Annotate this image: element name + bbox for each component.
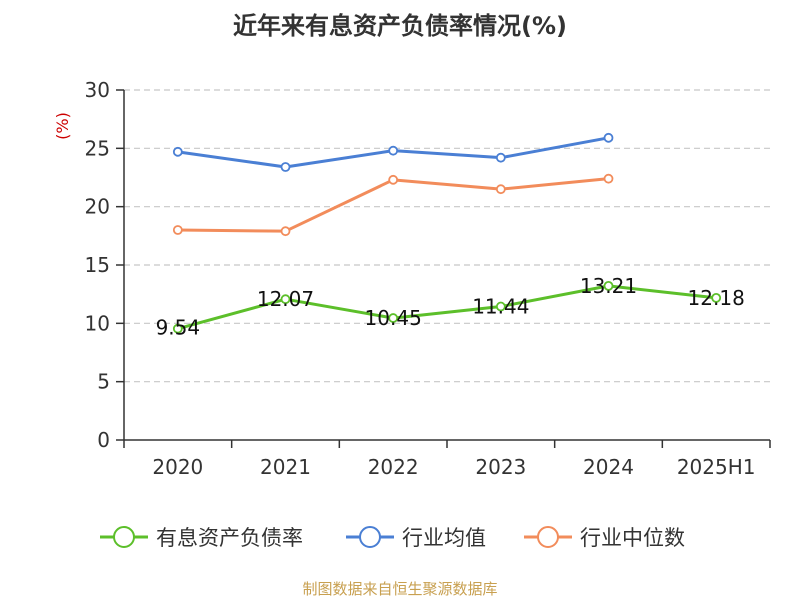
data-label: 13.21 bbox=[580, 274, 637, 298]
data-point bbox=[280, 226, 291, 237]
legend-label: 行业均值 bbox=[402, 526, 486, 550]
source-note: 制图数据来自恒生聚源数据库 bbox=[302, 580, 497, 598]
data-point bbox=[603, 132, 614, 143]
x-tick-label: 2025H1 bbox=[677, 455, 756, 479]
y-tick-label: 30 bbox=[85, 78, 110, 102]
data-point bbox=[388, 145, 399, 156]
series-line bbox=[177, 177, 609, 233]
data-labels: 9.54 12.07 10.45 11.44 13.21 12.18 bbox=[156, 274, 745, 340]
legend-marker bbox=[359, 526, 381, 548]
data-label: 12.18 bbox=[688, 286, 745, 310]
data-point bbox=[280, 162, 291, 172]
data-point bbox=[280, 294, 291, 305]
x-tick-label: 2021 bbox=[260, 455, 311, 479]
y-tick-label: 25 bbox=[85, 136, 110, 160]
y-axis-label: (%) bbox=[53, 112, 72, 140]
legend-label: 有息资产负债率 bbox=[156, 526, 303, 550]
y-tick-label: 5 bbox=[97, 370, 110, 394]
x-tick-label: 2024 bbox=[583, 455, 634, 479]
data-point bbox=[388, 174, 399, 185]
data-point bbox=[495, 184, 506, 195]
data-point bbox=[603, 280, 614, 291]
chart-title: 近年来有息资产负债率情况(%) bbox=[233, 12, 567, 40]
data-label: 9.54 bbox=[156, 316, 201, 340]
legend-label: 行业中位数 bbox=[580, 526, 685, 550]
data-label: 12.07 bbox=[257, 287, 314, 311]
data-point bbox=[388, 313, 399, 323]
x-tick-label: 2020 bbox=[152, 455, 203, 479]
data-label: 10.45 bbox=[365, 306, 422, 330]
data-label: 11.44 bbox=[472, 295, 529, 319]
y-tick-label: 0 bbox=[97, 428, 110, 452]
data-point bbox=[603, 173, 614, 184]
legend: 有息资产负债率 行业均值 行业中位数 bbox=[100, 526, 685, 550]
x-tick-label: 2022 bbox=[368, 455, 419, 479]
legend-marker bbox=[537, 526, 559, 548]
data-point bbox=[711, 292, 722, 303]
x-tick-label: 2023 bbox=[475, 455, 526, 479]
series-lines bbox=[172, 132, 722, 334]
data-point bbox=[495, 301, 506, 312]
series-line bbox=[177, 284, 717, 331]
data-point bbox=[172, 225, 183, 235]
grid-lines bbox=[124, 89, 770, 383]
legend-marker bbox=[113, 526, 135, 548]
axes: 0 5 10 15 20 25 30 2020 2021 2022 2023 2024 2025H1 bbox=[85, 78, 771, 479]
y-tick-label: 10 bbox=[85, 311, 110, 335]
data-point bbox=[495, 152, 506, 163]
y-tick-label: 20 bbox=[85, 195, 110, 219]
data-point bbox=[172, 323, 183, 334]
data-point bbox=[172, 146, 183, 157]
y-tick-label: 15 bbox=[85, 253, 110, 277]
